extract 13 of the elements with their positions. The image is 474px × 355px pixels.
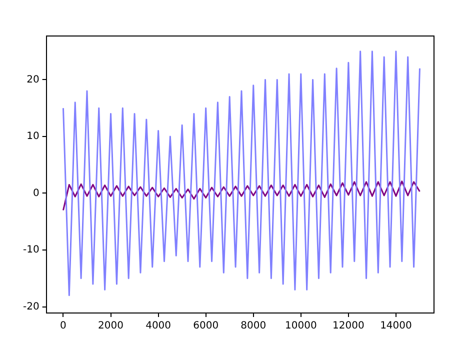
x-tick-label: 4000 xyxy=(146,320,172,332)
x-tick-label: 8000 xyxy=(240,320,266,332)
x-tick-label: 10000 xyxy=(284,320,317,332)
x-tick-label: 0 xyxy=(60,320,66,332)
x-tick-label: 6000 xyxy=(193,320,219,332)
y-tick-label: 10 xyxy=(26,131,40,142)
y-tick-label: -20 xyxy=(22,301,40,312)
x-tick-label: 2000 xyxy=(98,320,124,332)
x-tick-label: 14000 xyxy=(380,320,412,332)
x-tick-label: 12000 xyxy=(332,320,364,332)
y-tick-label: 20 xyxy=(26,74,40,86)
y-tick-label: -10 xyxy=(22,244,40,256)
y-tick-label: 0 xyxy=(32,188,40,199)
